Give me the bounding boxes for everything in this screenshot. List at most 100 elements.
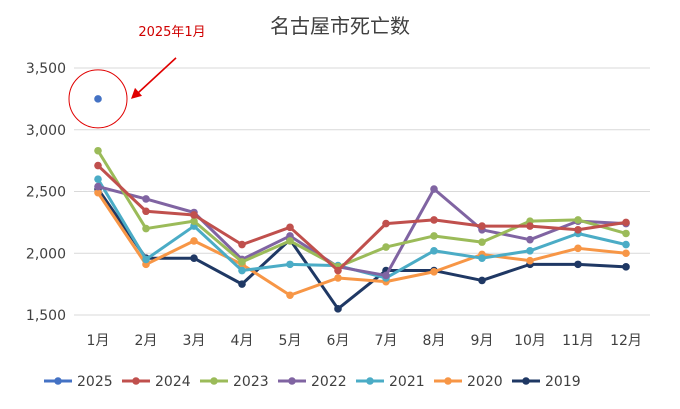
x-tick-label: 6月 — [327, 333, 350, 349]
x-tick-label: 10月 — [514, 333, 546, 349]
data-point — [478, 238, 486, 246]
data-point — [622, 218, 630, 227]
data-point — [94, 182, 102, 191]
data-point — [286, 237, 294, 245]
x-tick-label: 3月 — [183, 333, 206, 349]
data-point — [94, 175, 102, 183]
legend-label: 2020 — [467, 374, 503, 390]
x-axis-ticks: 1月 2月 3月 4月 5月 6月 7月 8月 9月 10月 11月 12月 — [87, 333, 642, 349]
annotation-arrowhead — [131, 87, 142, 99]
series-lines — [94, 95, 630, 313]
legend-item-2021[interactable]: 2021 — [356, 374, 425, 390]
legend-label: 2025 — [77, 374, 113, 390]
data-point — [334, 274, 342, 282]
data-point — [574, 260, 582, 269]
series-line — [97, 185, 627, 277]
data-point — [478, 222, 486, 230]
data-point — [286, 223, 294, 232]
legend-swatch-marker — [366, 377, 374, 385]
data-point — [238, 266, 246, 275]
data-point — [238, 280, 246, 288]
data-point — [574, 225, 582, 234]
legend-item-2020[interactable]: 2020 — [434, 374, 503, 390]
data-point — [238, 258, 246, 266]
series-line — [96, 191, 627, 297]
legend-label: 2022 — [311, 374, 347, 390]
series-line — [96, 164, 627, 273]
x-tick-label: 11月 — [562, 333, 594, 349]
y-tick-label: 1,500 — [26, 308, 66, 324]
legend-item-2022[interactable]: 2022 — [278, 374, 347, 390]
legend-swatch-marker — [522, 377, 530, 385]
data-point — [94, 188, 102, 197]
y-tick-label: 3,500 — [26, 61, 66, 77]
legend-swatch-marker — [132, 377, 140, 385]
data-point — [526, 222, 534, 230]
legend-label: 2023 — [233, 374, 269, 390]
data-point — [190, 211, 198, 219]
y-tick-label: 3,000 — [26, 123, 66, 139]
annotation: 2025年1月 — [68, 25, 206, 129]
data-point — [382, 219, 390, 228]
gridlines — [74, 67, 650, 316]
legend-swatch-marker — [210, 377, 218, 385]
data-point — [622, 263, 630, 271]
series-line — [96, 149, 627, 269]
data-point — [430, 267, 438, 276]
data-point — [94, 161, 102, 170]
data-point — [574, 216, 582, 224]
data-point — [286, 260, 294, 269]
y-axis-ticks: 1,500 2,000 2,500 3,000 3,500 — [26, 61, 66, 324]
data-point — [430, 216, 438, 224]
legend-item-2023[interactable]: 2023 — [200, 374, 269, 390]
x-tick-label: 1月 — [87, 333, 110, 349]
legend-swatch-marker — [288, 377, 296, 385]
x-tick-label: 4月 — [231, 333, 254, 349]
x-tick-label: 7月 — [375, 333, 398, 349]
data-point — [190, 237, 198, 245]
data-point — [94, 95, 102, 103]
x-tick-label: 8月 — [423, 333, 446, 349]
legend-item-2019[interactable]: 2019 — [512, 374, 581, 390]
data-point — [286, 291, 294, 300]
y-tick-label: 2,500 — [26, 185, 66, 201]
legend-label: 2021 — [389, 374, 425, 390]
series-2024 — [94, 161, 630, 275]
x-tick-label: 12月 — [610, 333, 642, 349]
legend-item-2024[interactable]: 2024 — [122, 374, 191, 390]
data-point — [94, 146, 102, 155]
x-tick-label: 5月 — [279, 333, 302, 349]
chart-title: 名古屋市死亡数 — [270, 14, 410, 38]
series-2025 — [94, 95, 102, 103]
data-point — [478, 254, 486, 262]
legend-swatch-marker — [444, 377, 452, 385]
data-point — [526, 246, 534, 255]
data-point — [238, 240, 246, 249]
legend-swatch-marker — [54, 377, 62, 385]
data-point — [526, 256, 534, 265]
legend[interactable]: 2025 2024 2023 2022 2021 2020 2019 — [44, 374, 581, 390]
data-point — [190, 217, 198, 225]
data-point — [382, 271, 390, 280]
data-point — [526, 235, 534, 244]
data-point — [190, 254, 198, 262]
data-point — [622, 240, 630, 249]
legend-label: 2024 — [155, 374, 191, 390]
series-line — [96, 188, 627, 311]
annotation-circle — [68, 69, 128, 129]
x-tick-label: 9月 — [471, 333, 494, 349]
data-point — [430, 246, 438, 255]
data-point — [622, 229, 630, 238]
data-point — [142, 207, 150, 216]
y-tick-label: 2,000 — [26, 246, 66, 262]
data-point — [142, 195, 150, 203]
x-tick-label: 2月 — [135, 333, 158, 349]
annotation-arrow — [136, 57, 177, 95]
data-point — [430, 185, 438, 193]
data-point — [382, 243, 390, 251]
data-point — [574, 244, 582, 253]
data-point — [478, 276, 486, 285]
legend-label: 2019 — [545, 374, 581, 390]
legend-item-2025[interactable]: 2025 — [44, 374, 113, 390]
